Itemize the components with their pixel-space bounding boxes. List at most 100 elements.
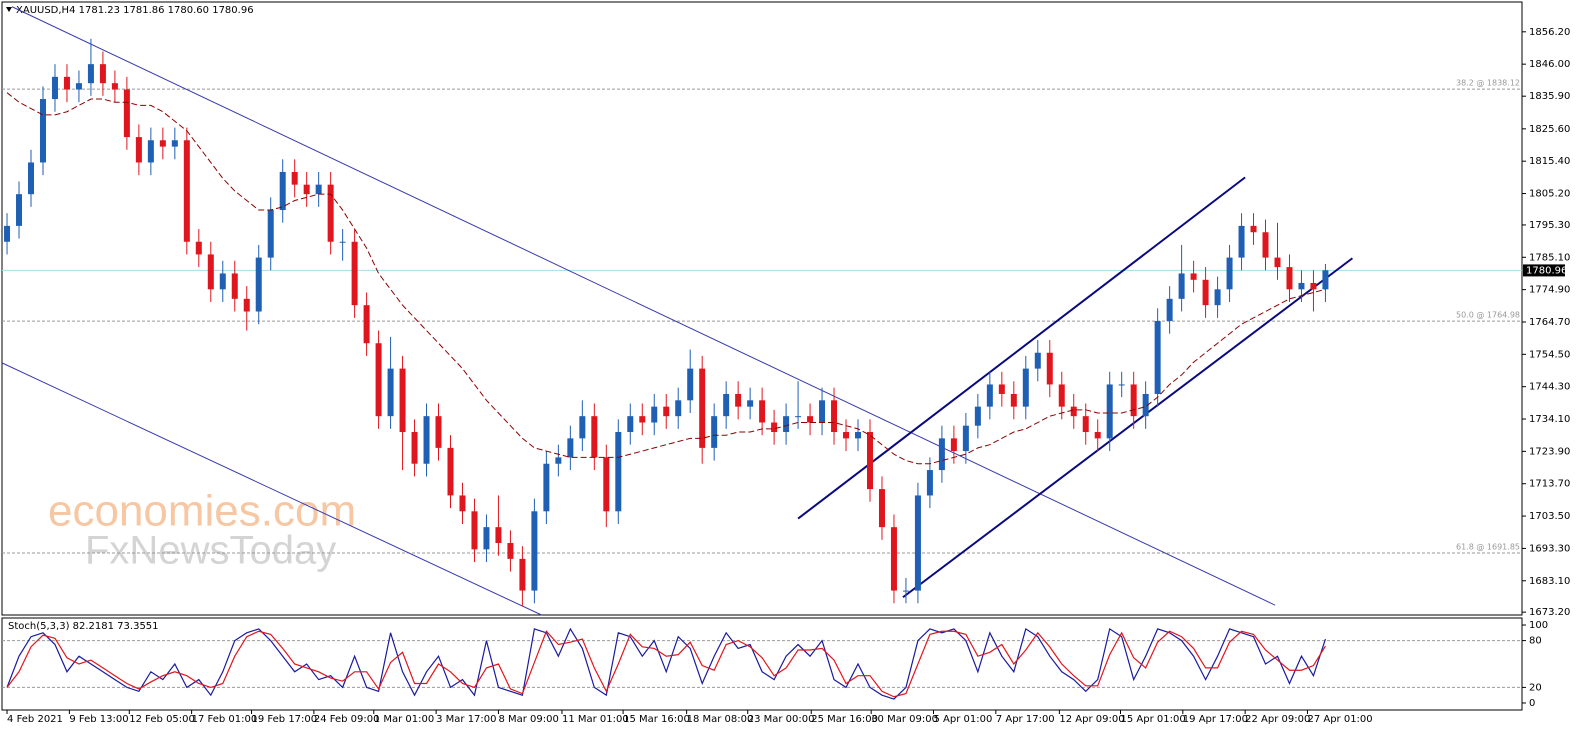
candle-body	[651, 406, 658, 423]
candle-body	[855, 432, 862, 439]
candle-body	[771, 422, 778, 433]
candle-body	[16, 194, 23, 226]
candle-body	[819, 400, 826, 423]
candle-body	[147, 140, 154, 163]
candle-body	[914, 495, 921, 591]
x-tick-label: 30 Mar 09:00	[871, 714, 938, 725]
trendline	[902, 257, 1354, 599]
candle-body	[1274, 257, 1281, 268]
x-tick-label: 7 Apr 17:00	[996, 714, 1055, 725]
candle-body	[663, 406, 670, 417]
x-tick-label: 23 Mar 00:00	[748, 714, 815, 725]
y-tick-label: 1856.20	[1529, 27, 1570, 38]
candle-body	[1214, 289, 1221, 306]
y-tick-label: 1744.30	[1529, 382, 1570, 393]
candle-body	[723, 393, 730, 417]
candle-body	[519, 558, 526, 591]
candle-body	[878, 489, 885, 528]
candle-body	[699, 368, 706, 448]
candle-body	[135, 137, 142, 163]
candle-body	[255, 257, 262, 312]
candle-body	[435, 416, 442, 448]
x-tick-label: 5 Apr 01:00	[934, 714, 993, 725]
x-tick-label: 4 Feb 2021	[7, 714, 63, 725]
candle-body	[483, 527, 490, 550]
x-tick-label: 15 Mar 16:00	[623, 714, 690, 725]
candle-body	[507, 543, 514, 559]
level-label: 61.8 @ 1691.85	[1456, 543, 1520, 552]
candle-body	[363, 305, 370, 344]
x-tick-label: 12 Apr 09:00	[1059, 714, 1124, 725]
candle-body	[387, 368, 394, 417]
x-tick-label: 19 Apr 17:00	[1183, 714, 1248, 725]
candle-body	[567, 438, 574, 458]
chart-title: XAUUSD,H4 1781.23 1781.86 1780.60 1780.9…	[16, 5, 254, 16]
candle-body	[111, 83, 118, 90]
watermark: FxNewsToday	[85, 529, 336, 573]
candle-body	[291, 171, 298, 185]
candle-body	[39, 99, 46, 163]
candle-body	[675, 400, 682, 417]
candle-body	[1166, 298, 1173, 322]
candle-body	[231, 273, 238, 299]
candle-body	[28, 162, 35, 195]
candle-body	[339, 241, 346, 243]
candle-body	[1298, 282, 1305, 290]
candle-body	[747, 400, 754, 407]
osc-line	[6, 630, 1326, 698]
candle-body	[1058, 384, 1065, 407]
candle-body	[807, 416, 814, 423]
candle-body	[399, 368, 406, 433]
candle-body	[123, 89, 130, 138]
x-tick-label: 9 Feb 13:00	[69, 714, 128, 725]
y-tick-label: 1683.10	[1529, 576, 1570, 587]
candle-body	[195, 241, 202, 255]
candle-body	[998, 384, 1005, 394]
candle-body	[1118, 384, 1125, 386]
candle-body	[1082, 416, 1089, 433]
osc-tick-label: 20	[1529, 682, 1542, 693]
candle-body	[171, 140, 178, 147]
candle-body	[1262, 232, 1269, 258]
candle-body	[183, 140, 190, 242]
candle-body	[615, 432, 622, 512]
candle-body	[1022, 368, 1029, 407]
y-tick-label: 1764.70	[1529, 317, 1570, 328]
osc-tick-label: 100	[1529, 620, 1548, 631]
y-tick-label: 1815.40	[1529, 156, 1570, 167]
candle-body	[938, 438, 945, 471]
candle-body	[591, 416, 598, 458]
x-tick-label: 11 Mar 01:00	[562, 714, 629, 725]
candle-body	[974, 406, 981, 426]
candle-body	[303, 184, 310, 195]
candle-body	[831, 400, 838, 433]
y-tick-label: 1795.30	[1529, 220, 1570, 231]
candle-body	[411, 432, 418, 464]
price-panel	[1, 1, 1523, 616]
candle-body	[447, 447, 454, 496]
candle-body	[1178, 273, 1185, 299]
candle-body	[890, 527, 897, 591]
candle-body	[459, 495, 466, 512]
candle-body	[1286, 267, 1293, 290]
y-tick-label: 1673.20	[1529, 607, 1570, 618]
candle-body	[1226, 257, 1233, 290]
candle-body	[63, 76, 70, 90]
candle-body	[267, 210, 274, 258]
y-tick-label: 1835.90	[1529, 91, 1570, 102]
last-price-box	[1523, 264, 1565, 277]
last-price-label: 1780.96	[1526, 265, 1567, 276]
candle-body	[843, 432, 850, 439]
trendline	[11, 6, 1276, 606]
candle-body	[207, 254, 214, 290]
x-tick-label: 1 Mar 01:00	[374, 714, 434, 725]
candle-body	[1154, 321, 1161, 394]
trendline	[1, 362, 542, 616]
oscillator-panel	[1, 617, 1523, 711]
candle-body	[926, 470, 933, 496]
y-tick-label: 1713.70	[1529, 479, 1570, 490]
candle-body	[1310, 282, 1317, 290]
candle-body	[1142, 393, 1149, 417]
candle-body	[759, 400, 766, 423]
